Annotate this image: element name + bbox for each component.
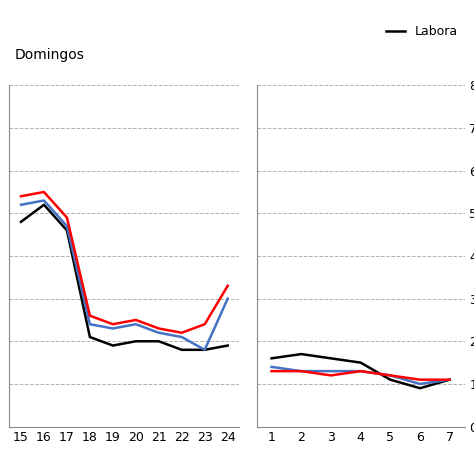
Legend: Labora: Labora — [381, 20, 463, 44]
Text: Domingos: Domingos — [14, 47, 84, 62]
